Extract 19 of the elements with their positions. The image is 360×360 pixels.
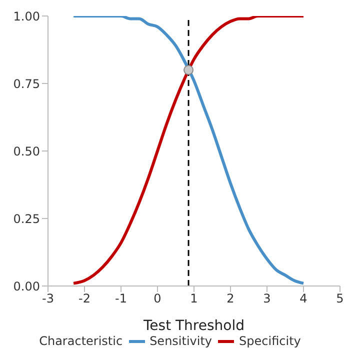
y-tick-label: 0.50	[13, 144, 40, 158]
y-tick-label: 1.00	[13, 9, 40, 24]
x-tick-label: 2	[226, 292, 234, 306]
x-tick-label: 1	[190, 292, 198, 306]
y-tick-label: 0.25	[13, 212, 40, 226]
x-axis-title: Test Threshold	[142, 318, 245, 334]
x-tick-label: 0	[154, 292, 162, 306]
legend-label: Specificity	[239, 334, 301, 348]
x-tick-label: 3	[263, 292, 271, 306]
line-series	[72, 16, 305, 285]
y-tick-label: 0.00	[13, 279, 40, 294]
legend-label: Sensitivity	[150, 334, 212, 348]
x-tick-label: -1	[115, 292, 127, 306]
x-tick-label: 5	[336, 292, 344, 306]
x-tick-label: -3	[42, 292, 54, 306]
legend-title: Characteristic	[39, 334, 123, 348]
x-tick-label: 4	[300, 292, 308, 306]
y-tick-label: 0.75	[13, 76, 40, 91]
x-tick-label: -2	[78, 292, 90, 306]
